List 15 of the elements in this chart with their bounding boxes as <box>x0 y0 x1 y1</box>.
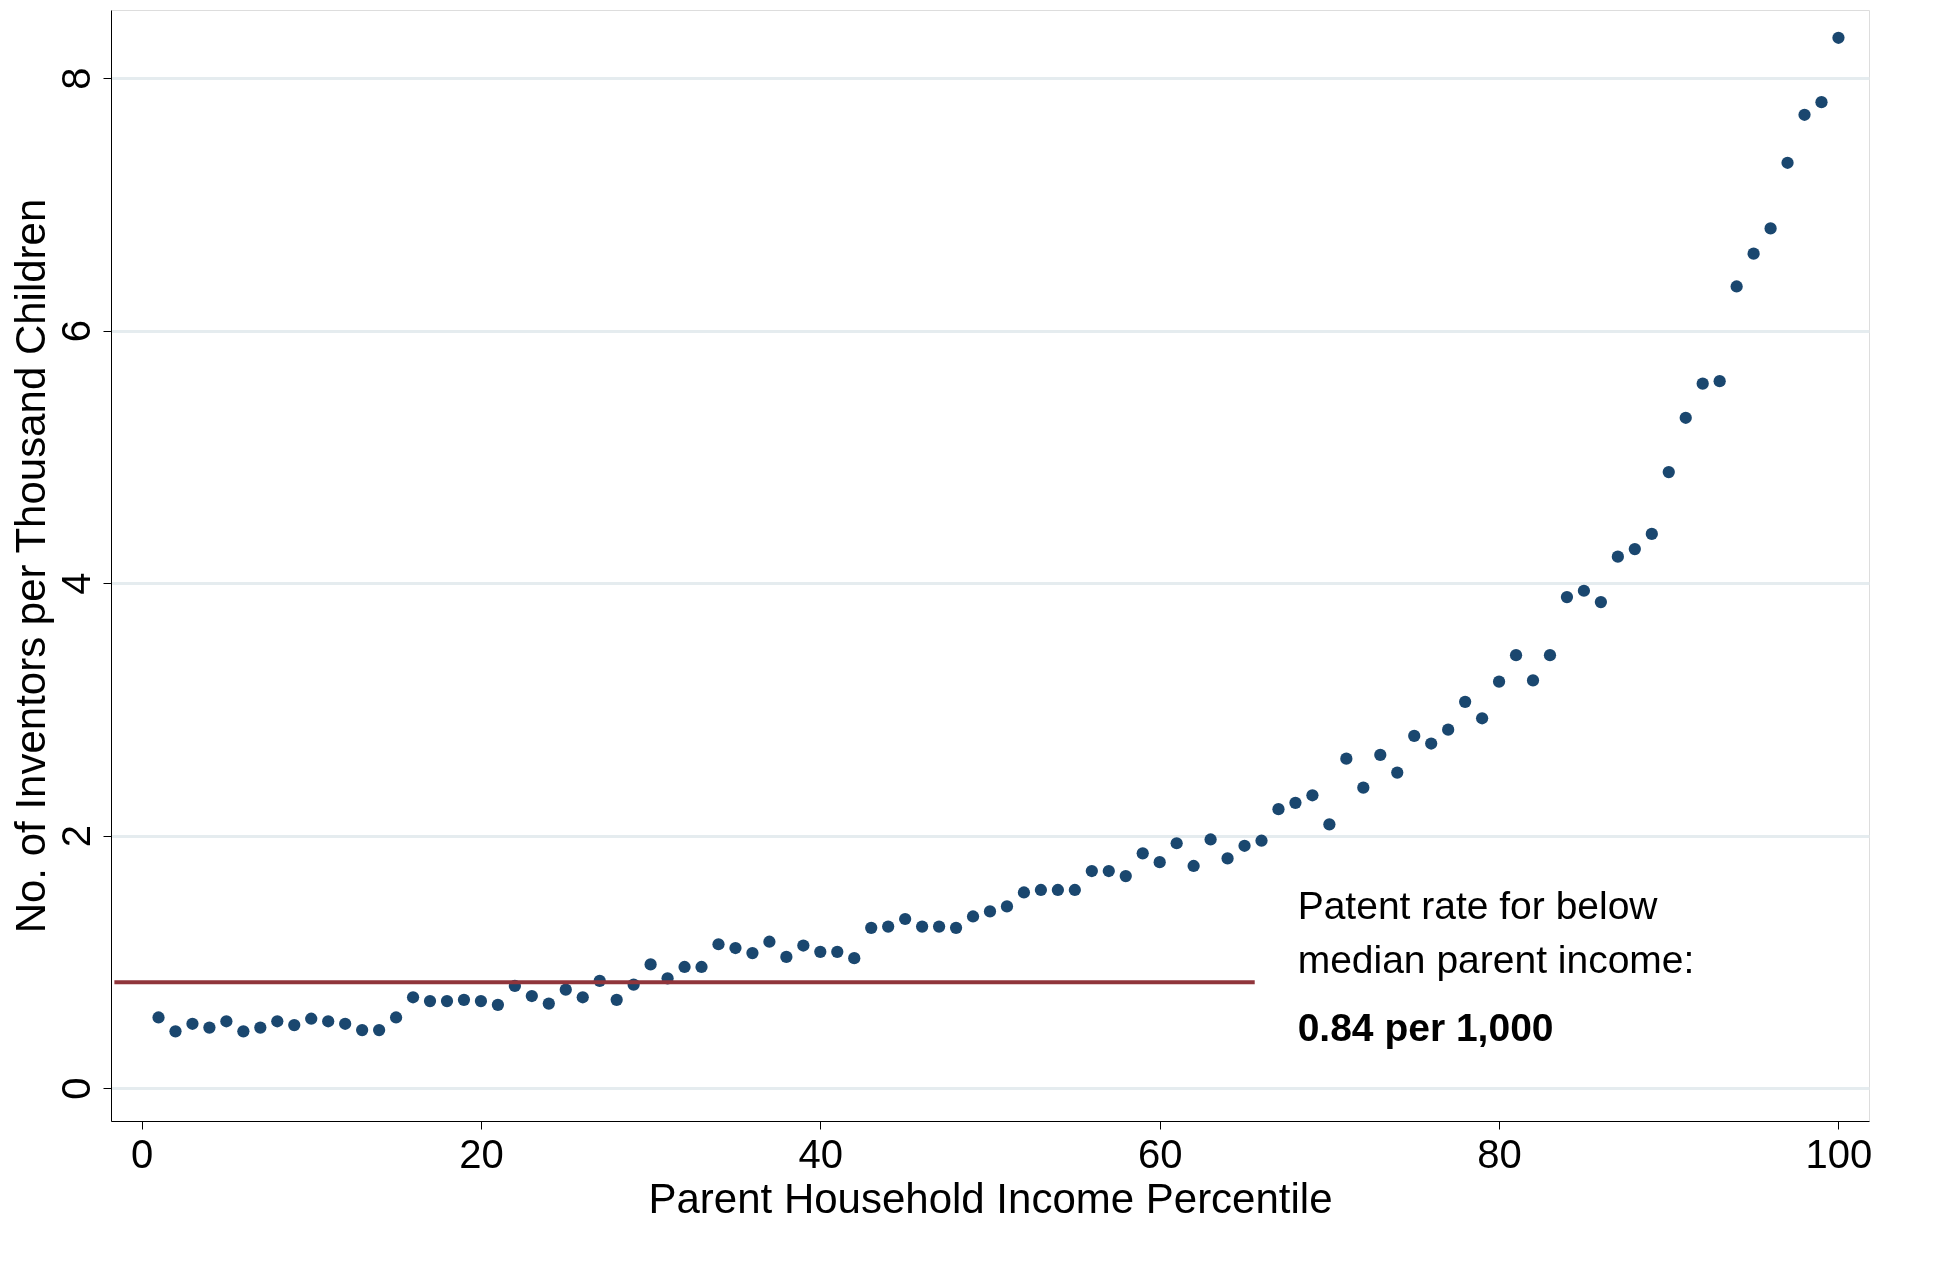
x-tick-label: 100 <box>1805 1131 1873 1176</box>
y-tick-label: 4 <box>53 572 98 595</box>
x-tick-label: 40 <box>798 1131 844 1176</box>
x-tick-label: 20 <box>459 1131 504 1176</box>
y-tick-label: 8 <box>53 67 98 90</box>
y-tick-label: 2 <box>53 825 98 848</box>
x-axis-title: Parent Household Income Percentile <box>648 1174 1333 1222</box>
x-tick-label: 80 <box>1477 1131 1522 1176</box>
x-tick-label: 60 <box>1137 1131 1183 1176</box>
y-tick-label: 0 <box>53 1077 98 1100</box>
y-axis-title: No. of Inventors per Thousand Children <box>6 198 54 934</box>
annotation: 0.84 per 1,000 <box>1297 1005 1554 1049</box>
x-tick-label: 0 <box>130 1131 154 1176</box>
annotation: Patent rate for below median parent income: <box>1297 883 1695 981</box>
y-tick-label: 6 <box>53 320 98 343</box>
